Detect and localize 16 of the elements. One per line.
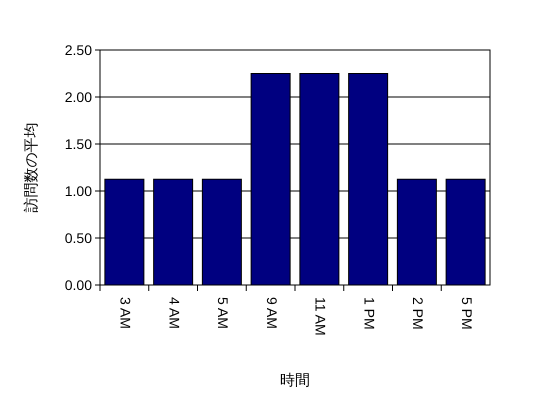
x-tick-label: 4 AM: [166, 297, 182, 329]
x-tick-label: 5 PM: [458, 297, 475, 330]
x-tick-label: 1 PM: [361, 297, 378, 330]
y-tick-label: 0.00: [64, 277, 92, 293]
x-tick-label: 3 AM: [118, 297, 134, 329]
x-tick-label: 5 AM: [215, 297, 232, 329]
y-tick-label: 2.00: [64, 89, 92, 105]
x-axis-title: 時間: [280, 372, 310, 389]
y-tick-label: 1.00: [64, 183, 92, 199]
x-tick-label: 9 AM: [264, 297, 280, 329]
y-axis-title: 訪問数の平均: [23, 122, 40, 212]
y-tick-label: 1.50: [64, 136, 92, 152]
x-tick-label: 11 AM: [312, 297, 329, 336]
x-tick-label: 2 PM: [410, 297, 426, 330]
y-tick-label: 0.50: [64, 230, 92, 246]
y-tick-label: 2.50: [64, 42, 92, 58]
